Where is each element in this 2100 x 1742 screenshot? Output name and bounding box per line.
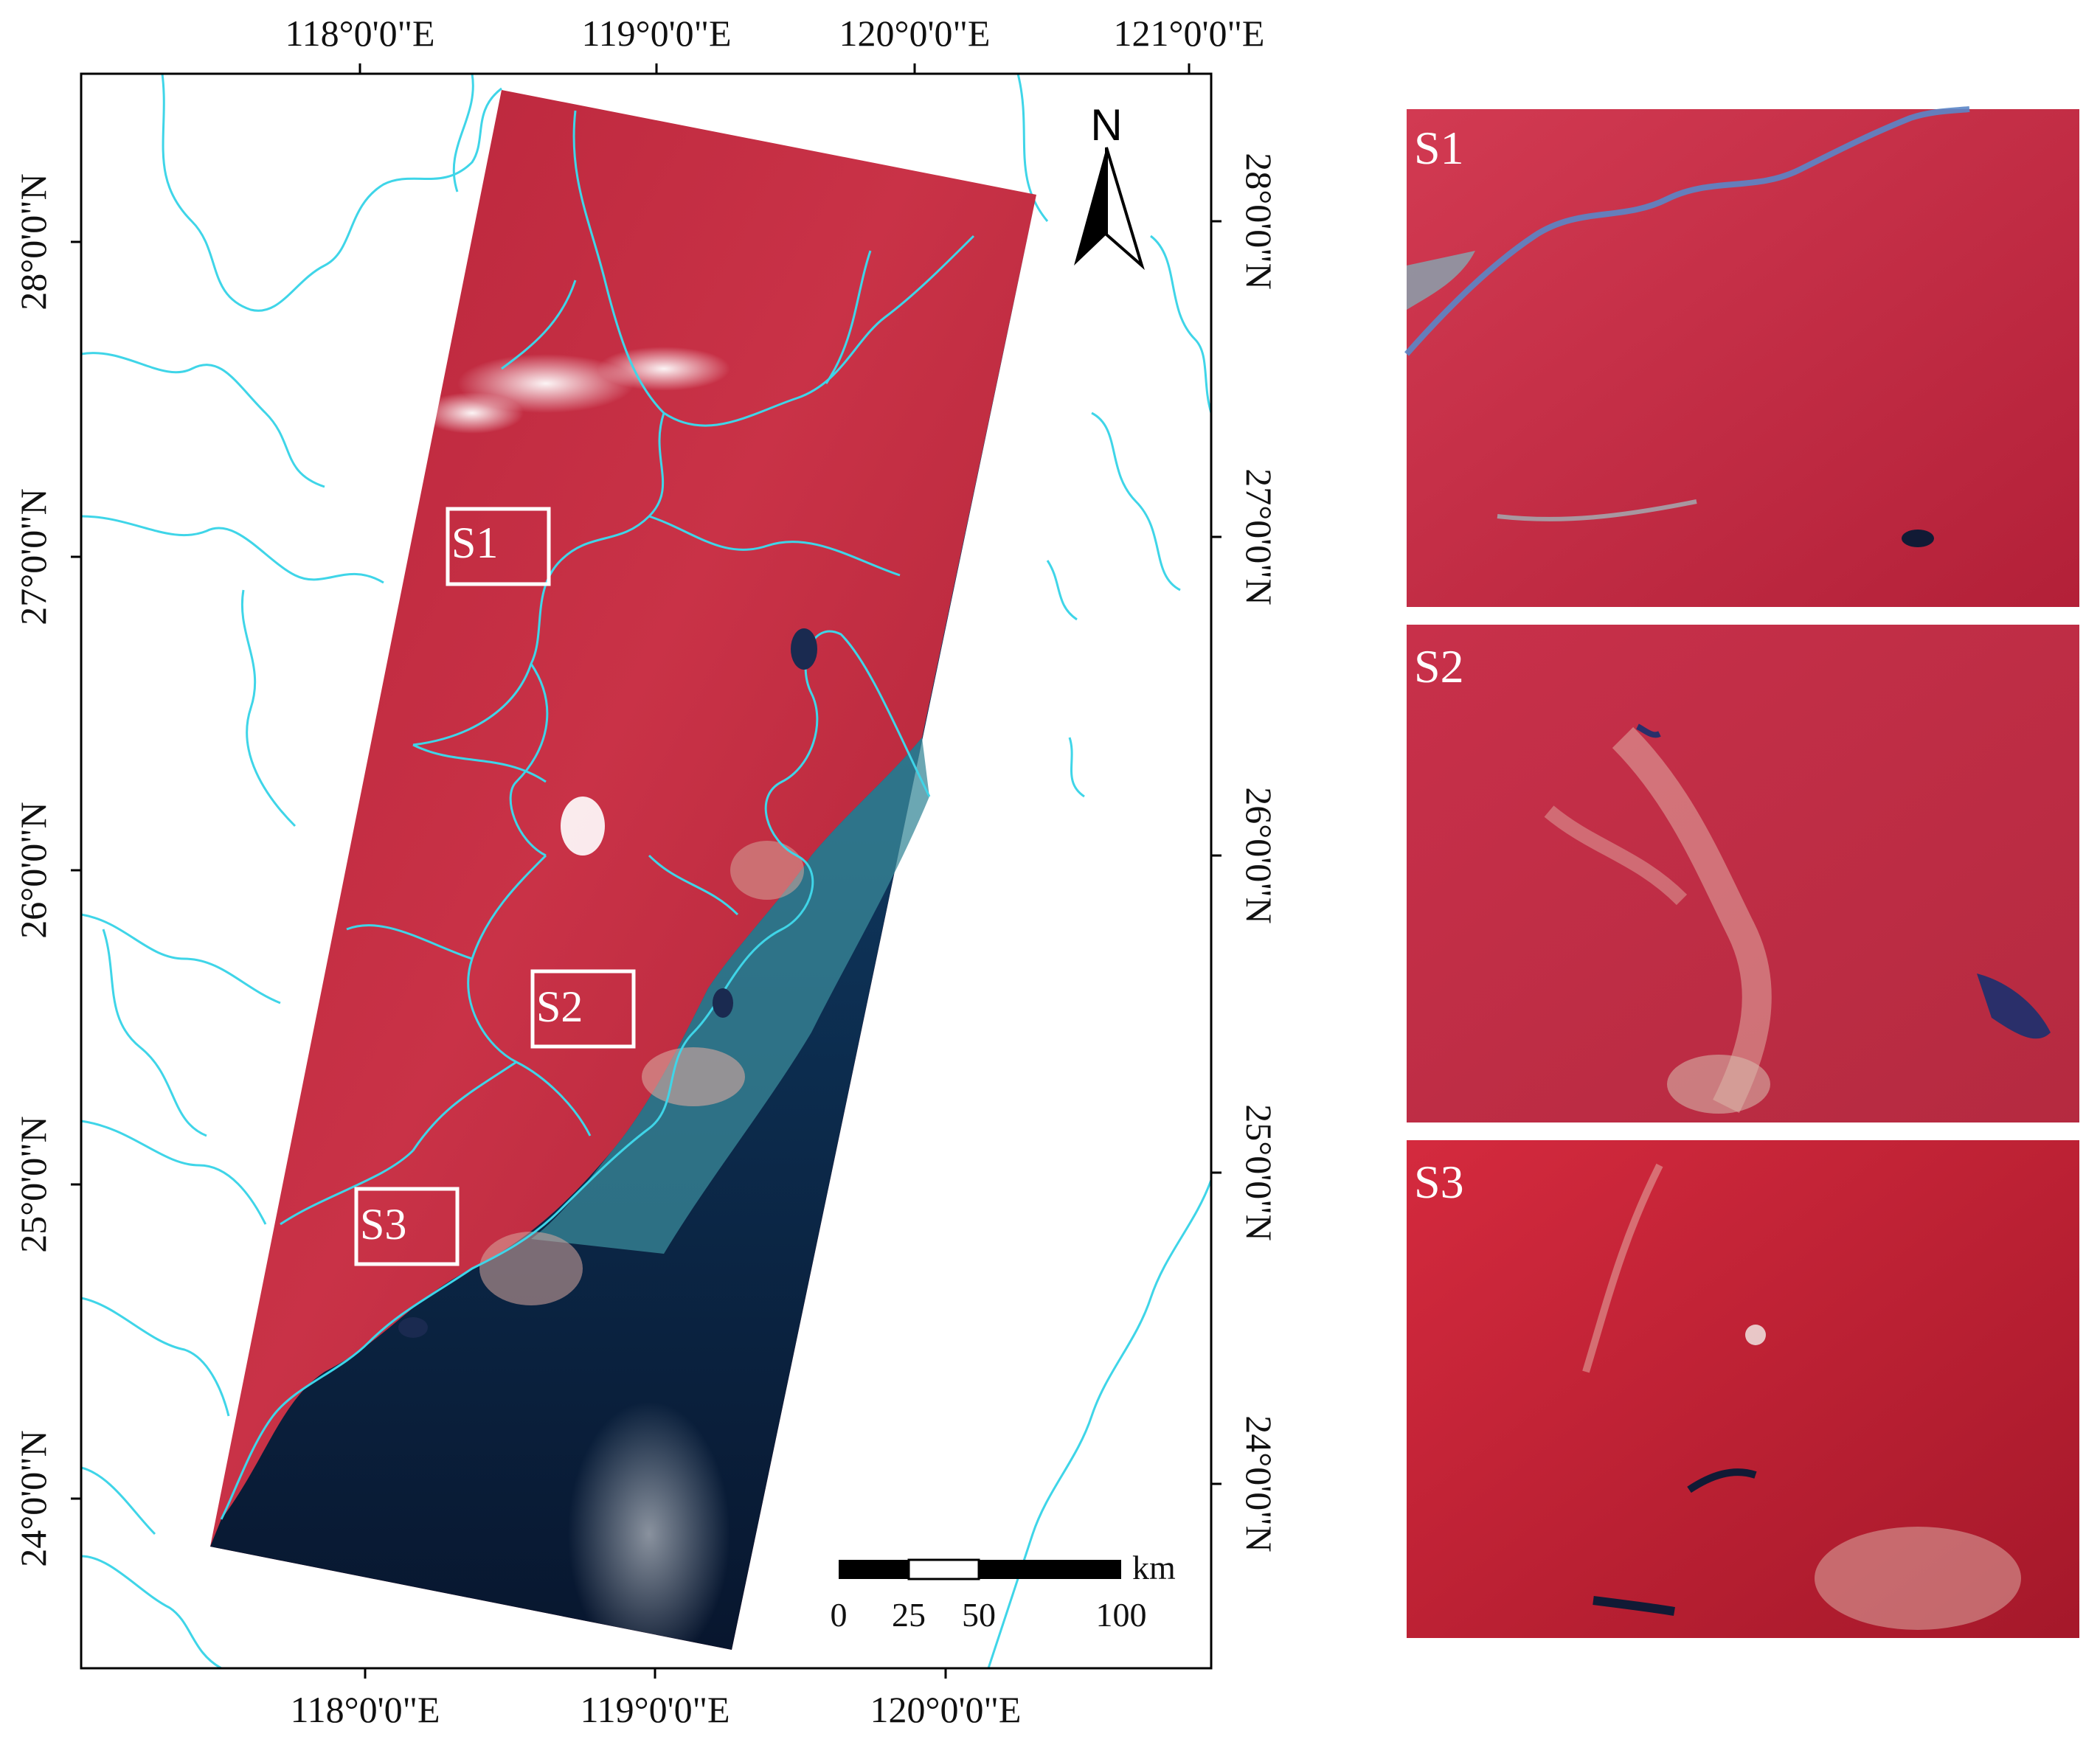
satellite-strip [210, 90, 1036, 1667]
tick-label: 118°0'0"E [290, 1689, 440, 1730]
scale-unit: km [1132, 1549, 1176, 1586]
tick-label: 25°0'0"N [1238, 1104, 1280, 1241]
tick-label: 25°0'0"N [13, 1116, 54, 1253]
lake-1 [791, 628, 817, 670]
tick-label: 27°0'0"N [13, 488, 54, 625]
cloud-4 [561, 797, 605, 856]
tick-marks [71, 63, 1221, 1679]
panel-label: S2 [1414, 640, 1464, 693]
strip-land [210, 90, 1036, 1650]
north-arrow: N [1074, 100, 1145, 271]
north-arrow-left [1074, 148, 1106, 266]
urban-patch-1 [642, 1047, 745, 1106]
detail-panel-s1: S1 [1404, 106, 2079, 607]
cloud-3 [420, 392, 524, 434]
tick-label: 28°0'0"N [13, 173, 54, 310]
tick-label: 121°0'0"E [1114, 13, 1265, 54]
study-box-s3: S3 [354, 1187, 460, 1266]
urban-patch-3 [730, 841, 804, 900]
tick-label: 120°0'0"E [839, 13, 991, 54]
study-box-label: S1 [451, 518, 498, 567]
scale-label-0: 0 [831, 1596, 848, 1634]
sun-glint [568, 1401, 730, 1667]
scale-bar: km 0 25 50 100 [831, 1549, 1177, 1634]
urban-patch-2 [479, 1232, 583, 1305]
tick-label: 26°0'0"N [1238, 787, 1280, 924]
scale-label-25: 25 [892, 1596, 926, 1634]
scale-label-50: 50 [962, 1596, 996, 1634]
study-box-label: S3 [360, 1200, 406, 1249]
lake-3 [713, 988, 733, 1018]
panel-label: S1 [1414, 122, 1464, 174]
cloud-2 [597, 347, 730, 391]
detail-panel-s2: S2 [1407, 625, 2079, 1122]
study-box-label: S2 [536, 982, 583, 1031]
tick-label: 27°0'0"N [1238, 468, 1280, 605]
tick-label: 118°0'0"E [285, 13, 434, 54]
tick-label: 24°0'0"N [13, 1430, 54, 1567]
tick-label: 26°0'0"N [13, 802, 54, 939]
north-arrow-label: N [1090, 100, 1122, 150]
tick-label: 119°0'0"E [580, 1689, 730, 1730]
north-arrow-right [1105, 147, 1145, 271]
main-map: S1 S2 S3 N km 0 25 50 100 [81, 74, 1211, 1668]
admin-boundaries [81, 74, 1211, 1668]
strip-sea [210, 195, 1036, 1650]
left-tick-labels: 28°0'0"N 27°0'0"N 26°0'0"N 25°0'0"N 24°0… [13, 173, 54, 1567]
panel-label: S3 [1414, 1156, 1464, 1208]
tick-label: 28°0'0"N [1238, 153, 1280, 290]
top-tick-labels: 118°0'0"E 119°0'0"E 120°0'0"E 121°0'0"E [285, 13, 1264, 54]
study-box-s2: S2 [530, 969, 636, 1049]
study-box-s1: S1 [446, 507, 551, 586]
scale-label-100: 100 [1096, 1596, 1147, 1634]
bottom-tick-labels: 118°0'0"E 119°0'0"E 120°0'0"E [290, 1689, 1021, 1730]
tick-label: 24°0'0"N [1238, 1415, 1280, 1552]
tick-label: 120°0'0"E [870, 1689, 1022, 1730]
detail-panel-s3: S3 [1407, 1140, 2079, 1638]
lake-2 [398, 1317, 428, 1338]
right-tick-labels: 28°0'0"N 27°0'0"N 26°0'0"N 25°0'0"N 24°0… [1238, 153, 1280, 1552]
tick-label: 119°0'0"E [581, 13, 731, 54]
